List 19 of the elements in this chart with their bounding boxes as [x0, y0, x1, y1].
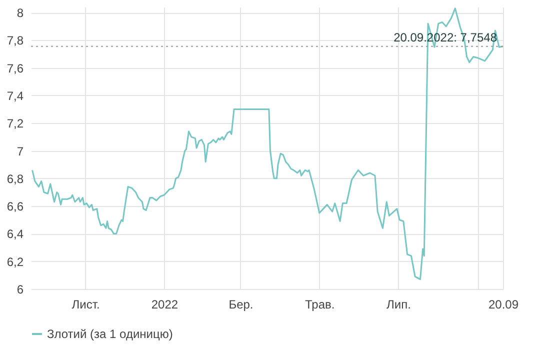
y-tick-label: 6,2 [6, 254, 24, 269]
y-tick-label: 6,8 [6, 172, 24, 186]
x-tick-label: 20.09 [488, 298, 519, 312]
y-tick-label: 6,4 [6, 227, 24, 242]
x-tick-label: Трав. [305, 298, 335, 312]
y-tick-label: 7,8 [6, 34, 24, 48]
y-tick-label: 6,6 [6, 200, 24, 214]
y-tick-label: 8 [16, 6, 24, 20]
y-tick-label: 7,2 [6, 116, 24, 131]
y-tick-label: 7 [16, 144, 24, 158]
legend-label: Злотий (за 1 одиницю) [47, 327, 173, 341]
y-tick-label: 7,4 [6, 88, 24, 103]
x-tick-label: Бер. [228, 298, 254, 312]
x-tick-label: Лип. [386, 298, 411, 312]
line-series [32, 8, 504, 280]
y-tick-label: 7,6 [6, 61, 24, 76]
x-tick-label: Лист. [72, 298, 100, 312]
x-tick-label: 2022 [151, 298, 178, 312]
y-tick-label: 6 [16, 282, 24, 296]
